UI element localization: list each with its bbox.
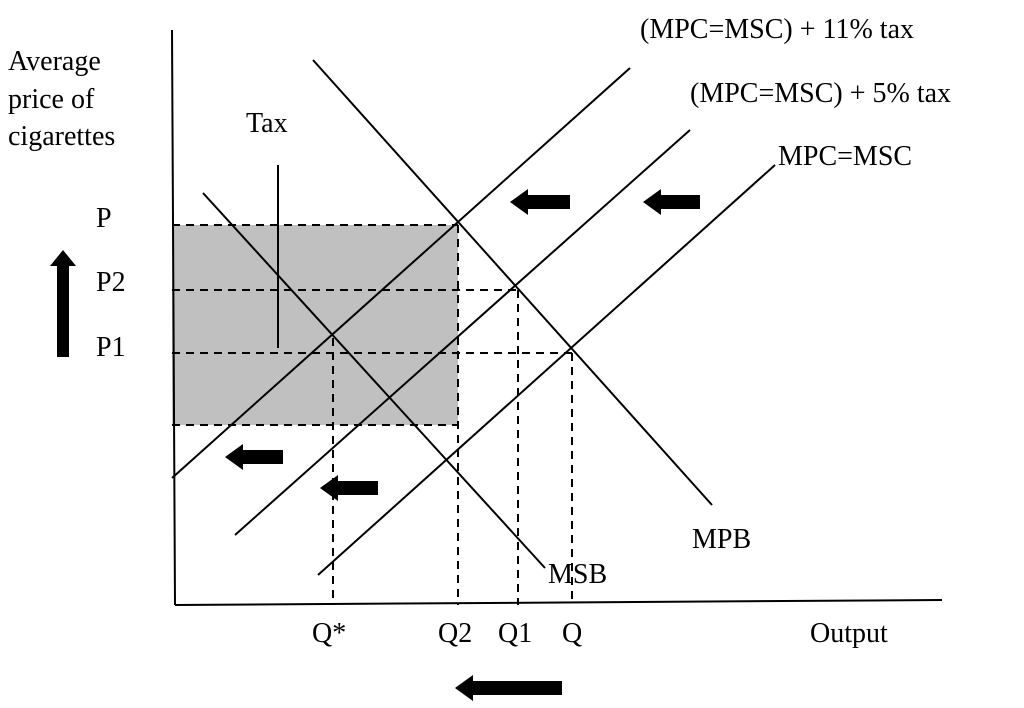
quantity-label: Q (562, 618, 582, 649)
curve-label: MSB (548, 559, 607, 590)
mpb-curve (312, 59, 713, 506)
y-axis-label: Average (8, 46, 101, 77)
curve-label: (MPC=MSC) + 11% tax (640, 14, 914, 45)
tax-revenue-area (172, 225, 458, 425)
quantity-label: Q2 (438, 618, 472, 649)
tax-5-curve (234, 129, 691, 536)
price-label: P2 (96, 267, 126, 298)
tax-11-curve (171, 67, 631, 479)
guides (172, 224, 573, 605)
curves (171, 59, 776, 576)
arrows (50, 189, 700, 701)
curve-label: MPC=MSC (778, 141, 912, 172)
msb-curve (202, 192, 546, 569)
quantity-label: Q* (312, 618, 346, 649)
tax-label: Tax (246, 108, 288, 139)
y-axis-label: price of (8, 84, 95, 115)
y-axis-label: cigarettes (8, 121, 115, 152)
x-axis-label: Output (810, 618, 888, 649)
price-label: P (96, 203, 112, 234)
curve-label: (MPC=MSC) + 5% tax (690, 78, 951, 109)
axes (171, 29, 943, 606)
curve-label: MPB (692, 524, 751, 555)
price-label: P1 (96, 332, 126, 363)
supply-curve (317, 164, 776, 576)
quantity-label: Q1 (498, 618, 532, 649)
